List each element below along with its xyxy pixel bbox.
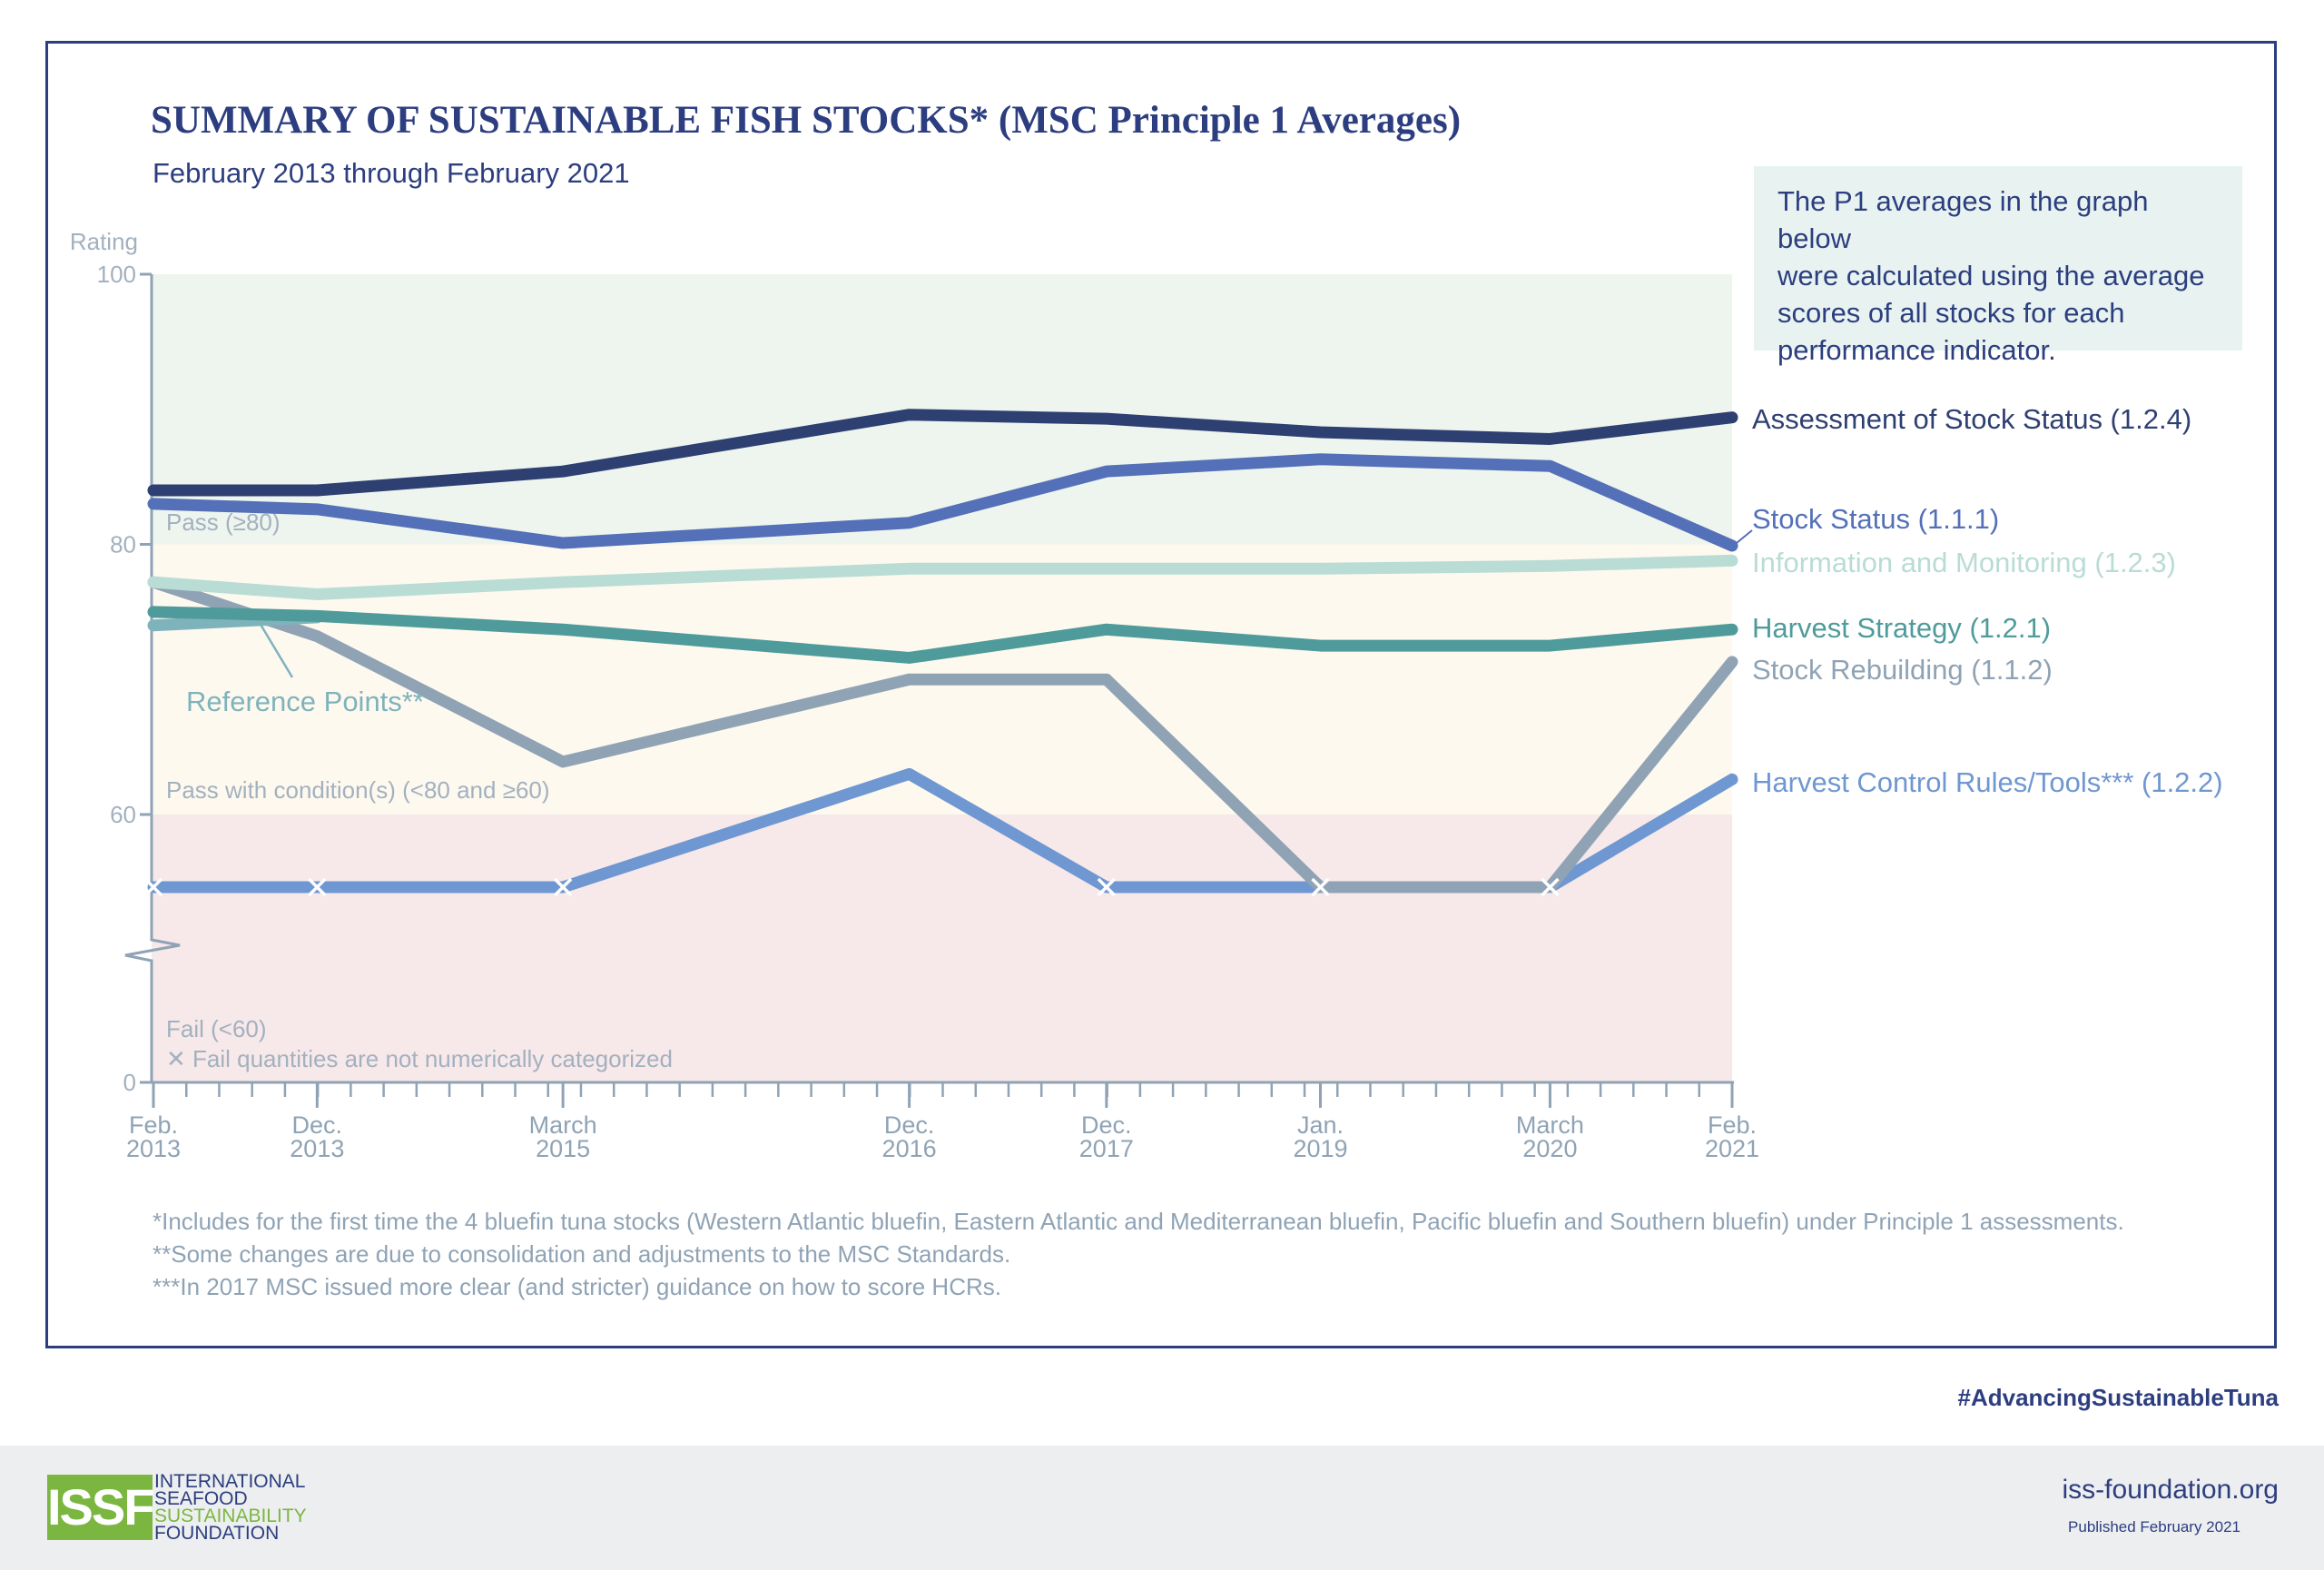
logo-name-line: SEAFOOD: [154, 1488, 248, 1509]
y-tick-label: 60: [110, 801, 136, 828]
website-link[interactable]: iss-foundation.org: [2062, 1475, 2279, 1505]
footnote-hcr: ***In 2017 MSC issued more clear (and st…: [153, 1273, 1001, 1300]
footnote-standards: **Some changes are due to consolidation …: [153, 1240, 1011, 1268]
band-0: [152, 274, 1732, 545]
x-tick-label: 2019: [1293, 1135, 1347, 1162]
y-tick-label: 0: [123, 1069, 136, 1096]
chart-subtitle: February 2013 through February 2021: [153, 157, 630, 189]
logo-name-line: INTERNATIONAL: [154, 1471, 306, 1492]
published-date: Published February 2021: [2068, 1518, 2240, 1535]
reference-pointer: [258, 622, 294, 678]
series-line: [147, 409, 1738, 497]
y-tick-label: 80: [110, 531, 136, 558]
series-label: Harvest Strategy (1.2.1): [1752, 612, 2051, 644]
fail-marker: [143, 877, 163, 897]
fail-marker: [1311, 877, 1330, 897]
x-tick-label: Feb.: [129, 1111, 178, 1139]
x-tick-label: March: [529, 1111, 597, 1139]
y-axis-label: Rating: [70, 228, 138, 255]
series-label: Information and Monitoring (1.2.3): [1752, 547, 2176, 578]
logo-name-line: SUSTAINABILITY: [154, 1506, 307, 1526]
note-line: were calculated using the average: [1777, 260, 2205, 291]
logo-name-line: FOUNDATION: [154, 1523, 280, 1544]
x-tick-label: 2013: [290, 1135, 344, 1162]
x-tick-label: 2017: [1079, 1135, 1134, 1162]
footer-bar: [0, 1446, 2324, 1570]
note-line: performance indicator.: [1777, 334, 2056, 366]
footnote-bluefin: *Includes for the first time the 4 bluef…: [153, 1208, 2124, 1235]
x-tick-label: 2013: [126, 1135, 181, 1162]
x-tick-label: March: [1516, 1111, 1584, 1139]
x-tick-label: Feb.: [1708, 1111, 1757, 1139]
label-connector: [1731, 529, 1753, 548]
y-axis: [124, 274, 181, 1082]
band-label: Pass with condition(s) (<80 and ≥60): [166, 776, 550, 804]
x-tick-label: Dec.: [1081, 1111, 1132, 1139]
series-line: [147, 576, 1738, 894]
note-line: The P1 averages in the graph below: [1777, 185, 2149, 254]
issf-logo: ISSF: [47, 1475, 154, 1540]
y-tick-label: 100: [97, 261, 136, 288]
x-tick-label: 2020: [1522, 1135, 1577, 1162]
chart-title: SUMMARY OF SUSTAINABLE FISH STOCKS* (MSC…: [151, 99, 1462, 142]
methodology-note: The P1 averages in the graph below were …: [1754, 166, 2242, 366]
x-tick-label: 2015: [536, 1135, 590, 1162]
x-tick-label: 2016: [882, 1135, 937, 1162]
series-line: [147, 606, 1738, 664]
x-tick-label: Dec.: [884, 1111, 935, 1139]
series-label: Stock Rebuilding (1.1.2): [1752, 654, 2053, 686]
x-tick-label: 2021: [1705, 1135, 1759, 1162]
chart-frame: [45, 41, 2277, 1348]
series-line: [147, 554, 1738, 601]
line-chart: Pass (≥80)Pass with condition(s) (<80 an…: [70, 228, 2223, 1162]
x-tick-label: Dec.: [292, 1111, 343, 1139]
hashtag: #AdvancingSustainableTuna: [1957, 1384, 2279, 1411]
fail-marker: [553, 877, 573, 897]
fail-marker: [308, 877, 327, 897]
x-tick-label: Jan.: [1297, 1111, 1344, 1139]
note-line: scores of all stocks for each: [1777, 297, 2125, 329]
band-2: [152, 815, 1732, 1082]
series-line: [147, 453, 1738, 552]
series-label: Stock Status (1.1.1): [1752, 503, 1999, 535]
reference-label: Reference Points**: [186, 686, 424, 717]
fail-note: ✕ Fail quantities are not numerically ca…: [166, 1045, 673, 1072]
series-label: Harvest Control Rules/Tools*** (1.2.2): [1752, 766, 2223, 798]
band-label: Fail (<60): [166, 1015, 267, 1042]
series-label: Assessment of Stock Status (1.2.4): [1752, 403, 2191, 435]
fail-marker: [1541, 877, 1560, 897]
fail-marker: [1097, 877, 1117, 897]
